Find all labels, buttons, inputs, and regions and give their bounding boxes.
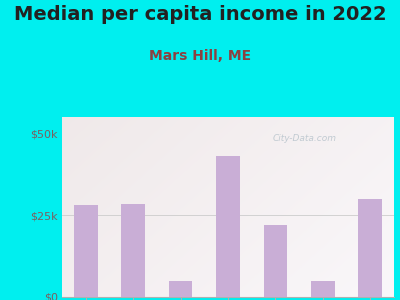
Text: Mars Hill, ME: Mars Hill, ME — [149, 50, 251, 64]
Bar — [264, 225, 287, 297]
Bar — [121, 204, 145, 297]
Bar — [74, 206, 98, 297]
Text: City-Data.com: City-Data.com — [272, 134, 336, 143]
Text: Median per capita income in 2022: Median per capita income in 2022 — [14, 4, 386, 23]
Bar — [216, 156, 240, 297]
Bar — [169, 280, 192, 297]
Bar — [311, 280, 335, 297]
Bar — [358, 199, 382, 297]
